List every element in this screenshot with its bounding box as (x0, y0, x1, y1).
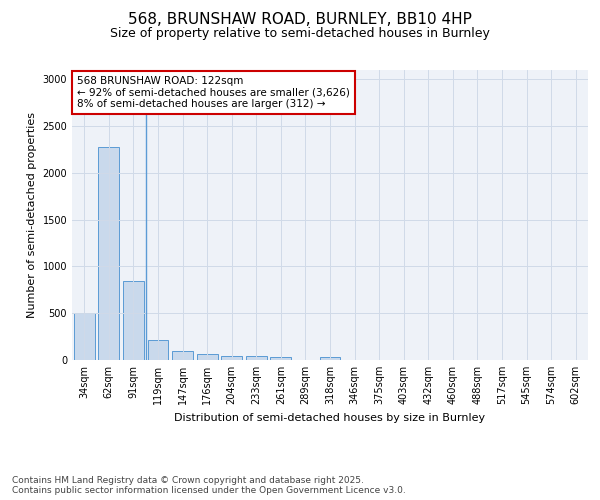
Bar (320, 357, 340, 360)
Bar (172, 350, 193, 360)
Text: 568 BRUNSHAW ROAD: 122sqm
← 92% of semi-detached houses are smaller (3,626)
8% o: 568 BRUNSHAW ROAD: 122sqm ← 92% of semi-… (77, 76, 350, 109)
Bar (148, 340, 169, 360)
Text: 568, BRUNSHAW ROAD, BURNLEY, BB10 4HP: 568, BRUNSHAW ROAD, BURNLEY, BB10 4HP (128, 12, 472, 28)
Y-axis label: Number of semi-detached properties: Number of semi-detached properties (27, 112, 37, 318)
X-axis label: Distribution of semi-detached houses by size in Burnley: Distribution of semi-detached houses by … (175, 412, 485, 422)
Bar (123, 282, 144, 360)
Bar (246, 356, 267, 360)
Bar (271, 357, 292, 360)
Text: Size of property relative to semi-detached houses in Burnley: Size of property relative to semi-detach… (110, 28, 490, 40)
Bar (98, 146, 119, 360)
Bar (197, 354, 218, 360)
Text: Contains HM Land Registry data © Crown copyright and database right 2025.
Contai: Contains HM Land Registry data © Crown c… (12, 476, 406, 495)
Bar (221, 356, 242, 360)
Bar (74, 313, 95, 360)
